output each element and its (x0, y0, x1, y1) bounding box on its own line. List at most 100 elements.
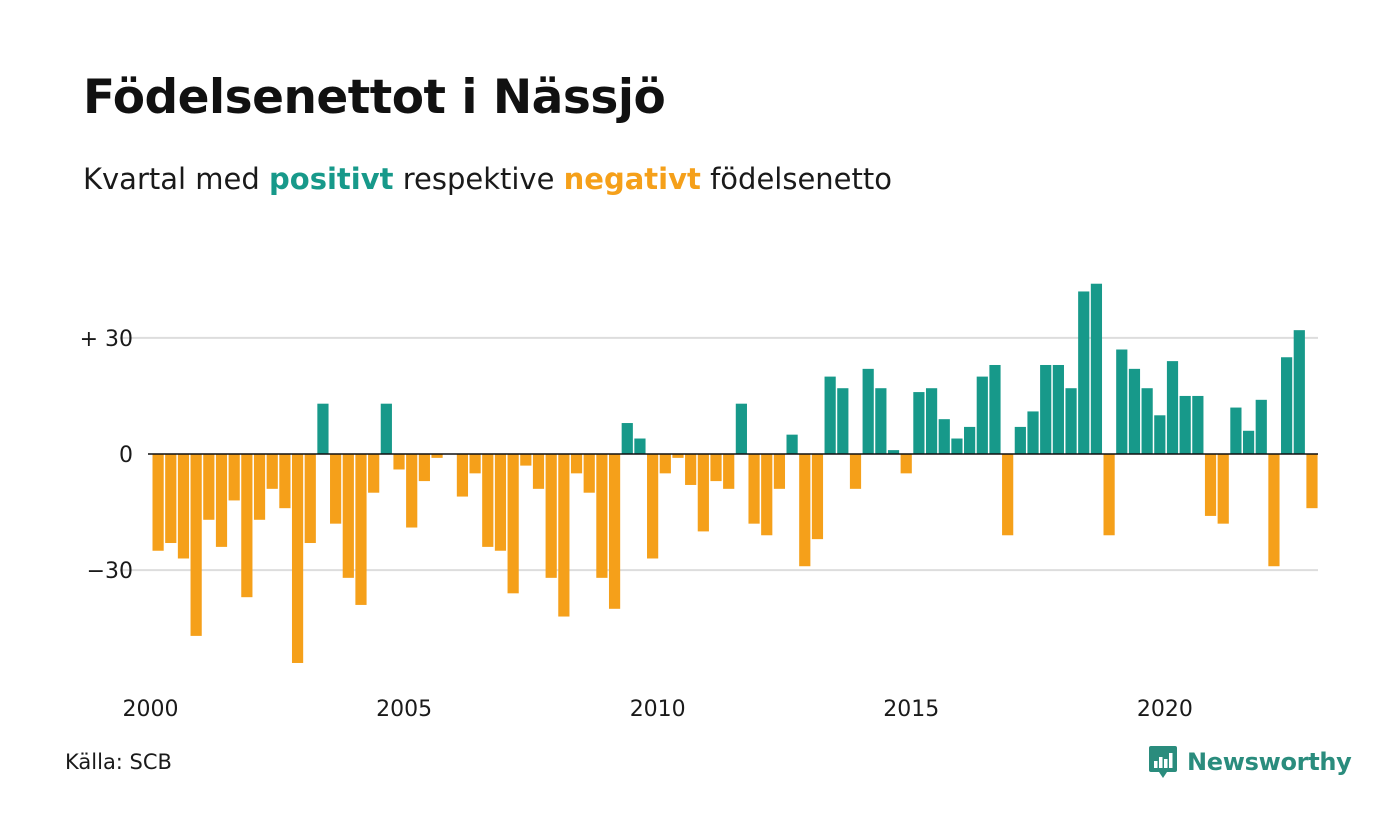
bar (482, 454, 494, 547)
bar (469, 454, 481, 474)
bar (165, 454, 177, 544)
bar (976, 376, 988, 454)
bar (824, 376, 836, 454)
bar (330, 454, 342, 524)
bar (1103, 454, 1115, 536)
y-tick-label: 0 (119, 443, 133, 468)
bar (710, 454, 722, 482)
bar (748, 454, 760, 524)
bar (875, 388, 887, 454)
brand-logo: Newsworthy (1148, 744, 1352, 780)
bar (1179, 395, 1191, 454)
bar (253, 454, 266, 520)
bar (887, 450, 900, 454)
bar (152, 454, 164, 551)
bar (279, 454, 291, 509)
bar (177, 454, 190, 559)
bar (1052, 364, 1064, 454)
bar (291, 454, 304, 663)
bar (266, 454, 278, 489)
bar (685, 454, 697, 485)
bar (811, 454, 824, 540)
bar (647, 454, 659, 559)
bar (900, 454, 912, 474)
bar (456, 454, 469, 497)
bar (913, 392, 925, 454)
bar (494, 454, 507, 551)
bar (304, 454, 316, 544)
bar (532, 454, 545, 489)
bar (596, 454, 608, 578)
bar (507, 454, 519, 594)
subtitle-part-1: Kvartal med (83, 162, 270, 196)
bar (1154, 415, 1166, 454)
axes: + 30 0 −30 2000 2005 2010 2015 2020 (80, 327, 1318, 722)
bar (215, 454, 228, 547)
bar (862, 368, 874, 454)
x-tick-label: 2020 (1137, 697, 1193, 722)
bar (520, 454, 532, 466)
bar (1306, 454, 1318, 509)
bar (1002, 454, 1014, 536)
bar (1293, 330, 1305, 454)
bar (773, 454, 786, 489)
bar (964, 426, 976, 454)
bar (241, 454, 253, 598)
bar (1281, 357, 1293, 454)
bar (190, 454, 202, 636)
bar (342, 454, 354, 578)
bar (1204, 454, 1217, 516)
bar (545, 454, 557, 578)
bar (406, 454, 418, 528)
bar (634, 438, 646, 454)
bar (761, 454, 773, 536)
chart-title: Födelsenettot i Nässjö (83, 70, 666, 125)
bar (786, 434, 798, 454)
bar (1116, 349, 1128, 454)
bar (989, 364, 1001, 454)
bar (228, 454, 240, 501)
bar (1268, 454, 1280, 567)
bar (1065, 388, 1077, 454)
bar (735, 403, 747, 454)
gridlines (120, 336, 1318, 572)
bar (1192, 395, 1204, 454)
bar (799, 454, 811, 567)
bars (152, 283, 1318, 663)
bar (570, 454, 583, 474)
bar (1078, 291, 1090, 454)
x-tick-label: 2010 (630, 697, 686, 722)
bar (1255, 399, 1267, 454)
bar (1014, 426, 1026, 454)
bar (355, 454, 367, 605)
bar (583, 454, 595, 493)
bar (1141, 388, 1153, 454)
y-tick-label: + 30 (80, 327, 133, 352)
bar (659, 454, 671, 474)
subtitle-positive-word: positivt (269, 162, 394, 196)
brand-name: Newsworthy (1187, 748, 1352, 776)
x-tick-label: 2015 (883, 697, 939, 722)
bar (938, 419, 950, 454)
bar (925, 388, 938, 454)
bar (608, 454, 621, 609)
bar (368, 454, 380, 493)
bar (697, 454, 709, 532)
bar (1090, 283, 1103, 454)
chart-subtitle: Kvartal med positivt respektive negativt… (83, 162, 892, 196)
subtitle-part-3: födelsenetto (700, 162, 892, 196)
subtitle-negative-word: negativt (563, 162, 701, 196)
bar (621, 423, 633, 454)
x-tick-label: 2000 (123, 697, 179, 722)
bar (558, 454, 570, 617)
bar (1166, 361, 1179, 454)
bar (393, 454, 405, 470)
bar (203, 454, 215, 520)
x-tick-label: 2005 (376, 697, 432, 722)
bar (317, 403, 329, 454)
bar (418, 454, 430, 482)
source-note: Källa: SCB (65, 750, 172, 774)
y-tick-label: −30 (87, 559, 133, 584)
bar (431, 454, 443, 458)
